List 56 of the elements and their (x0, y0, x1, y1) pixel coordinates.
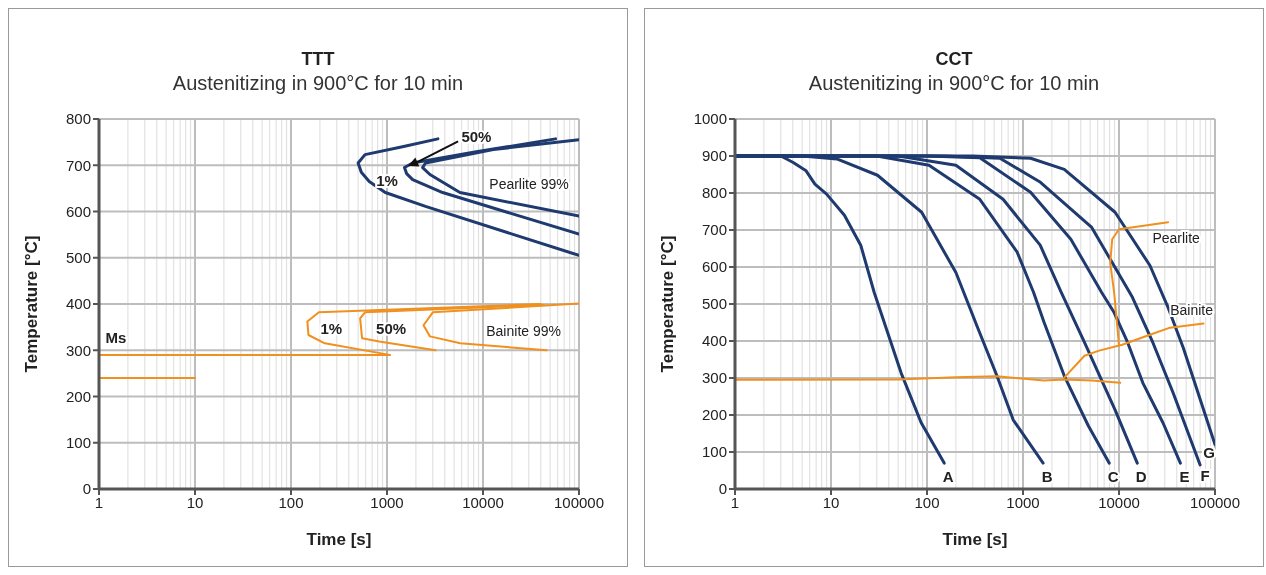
y-axis-title: Temperature [°C] (658, 235, 678, 373)
series-label: 1% (320, 320, 343, 338)
x-tick-label: 100 (914, 493, 940, 511)
chart-subtitle: Austenitizing in 900°C for 10 min (807, 72, 1101, 95)
y-tick-label: 800 (65, 110, 91, 128)
series-label: 1% (376, 172, 398, 190)
x-axis-title: Time [s] (306, 530, 372, 549)
chart-subtitle: Austenitizing in 900°C for 10 min (171, 72, 465, 95)
x-tick-label: 10000 (1098, 493, 1140, 511)
series-label: G (1203, 444, 1215, 462)
y-tick-label: 400 (701, 332, 727, 350)
series-label: E (1179, 467, 1190, 485)
y-tick-label: 1000 (693, 110, 727, 128)
x-tick-label: 10 (186, 493, 204, 511)
y-tick-label: 100 (65, 434, 91, 452)
y-tick-label: 700 (65, 156, 91, 174)
y-tick-label: 600 (701, 258, 727, 276)
series-label: A (942, 467, 954, 485)
series-label: D (1135, 467, 1147, 485)
series-label: 50% (376, 319, 407, 337)
series-label: C (1107, 467, 1119, 485)
series-label: 50% (461, 128, 492, 146)
y-tick-label: 900 (701, 147, 727, 165)
series-label: Ms (105, 329, 127, 347)
y-tick-label: 800 (701, 184, 727, 202)
x-tick-label: 100000 (1189, 493, 1241, 511)
x-tick-label: 100000 (553, 493, 605, 511)
series-label: Pearlite (1152, 230, 1201, 247)
y-tick-label: 300 (65, 341, 91, 359)
y-tick-label: 200 (65, 387, 91, 405)
chart-title: CCT (934, 49, 974, 70)
x-tick-label: 10 (822, 493, 840, 511)
x-tick-label: 10000 (462, 493, 504, 511)
x-tick-label: 100 (278, 493, 304, 511)
y-tick-label: 0 (82, 480, 91, 498)
y-tick-label: 300 (701, 369, 727, 387)
y-tick-label: 600 (65, 202, 91, 220)
series-label: Bainite (1170, 301, 1214, 318)
series-label: Pearlite 99% (489, 176, 569, 193)
series-label: B (1041, 467, 1053, 485)
x-tick-label: 1 (94, 493, 104, 511)
series-label: F (1200, 467, 1210, 485)
series-label: Bainite 99% (486, 323, 561, 340)
y-tick-label: 0 (718, 480, 727, 498)
chart-title: TTT (300, 49, 336, 70)
x-tick-label: 1 (730, 493, 740, 511)
y-tick-label: 700 (701, 221, 727, 239)
x-tick-label: 1000 (370, 493, 404, 511)
y-tick-label: 200 (701, 406, 727, 424)
y-axis-title: Temperature [°C] (22, 235, 42, 373)
y-tick-label: 500 (701, 295, 727, 313)
x-axis-title: Time [s] (942, 530, 1008, 549)
y-tick-label: 500 (65, 249, 91, 267)
x-tick-label: 1000 (1006, 493, 1040, 511)
y-tick-label: 100 (701, 443, 727, 461)
y-tick-label: 400 (65, 295, 91, 313)
